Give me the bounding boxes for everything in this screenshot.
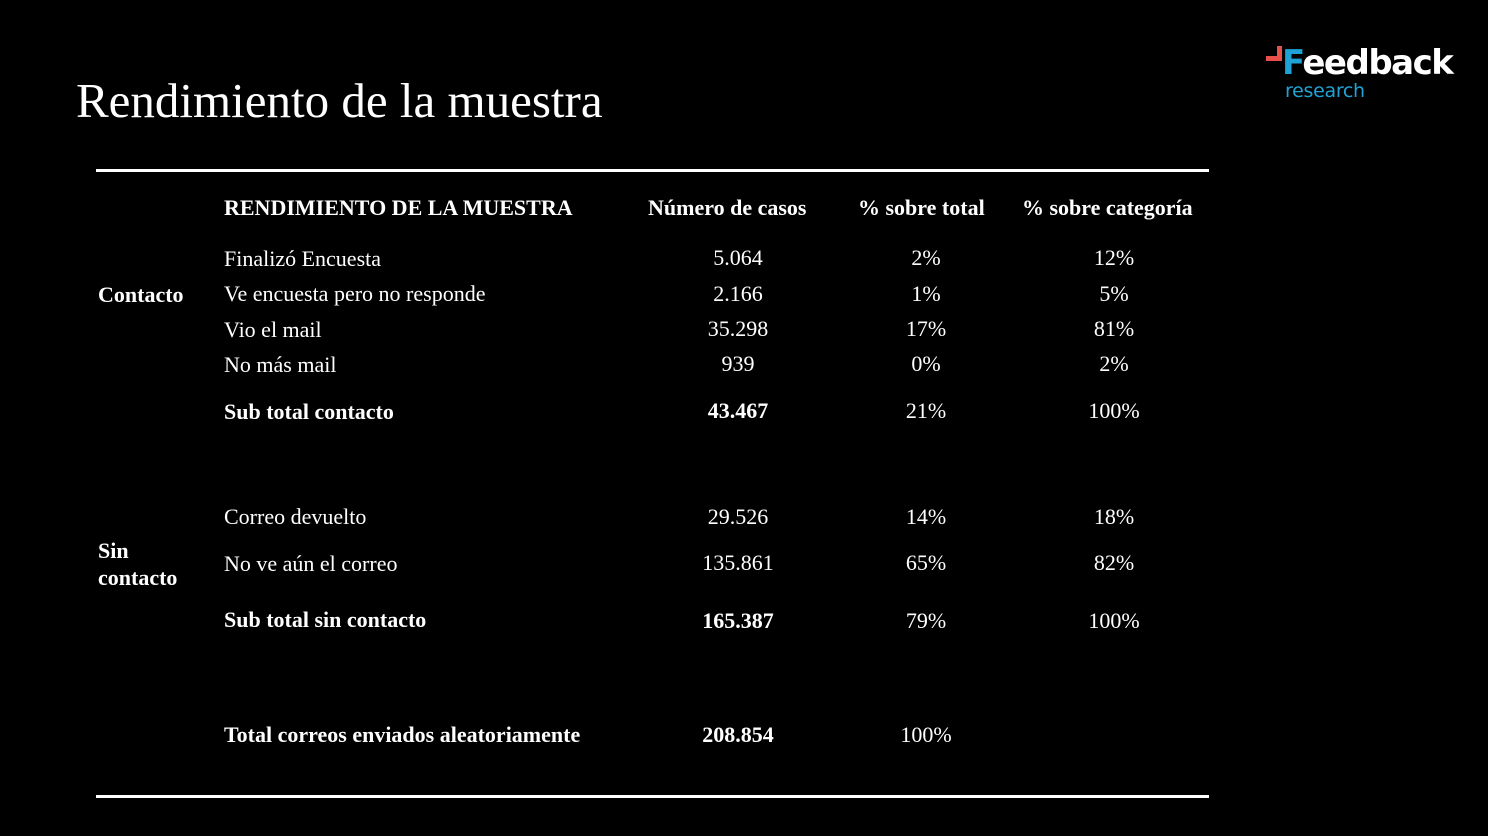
row-pct-category: 12% — [1093, 245, 1135, 270]
total-pct-total: 100% — [900, 722, 952, 747]
header-pct-category: % sobre categoría — [1022, 195, 1193, 220]
row-label: No ve aún el correo — [224, 551, 398, 576]
logo-subtitle: research — [1285, 80, 1365, 102]
subtotal-sin-contacto-pct-category: 100% — [1088, 608, 1140, 633]
subtotal-sin-contacto-label: Sub total sin contacto — [224, 607, 427, 632]
table-top-rule — [96, 169, 1209, 172]
row-pct-category: 81% — [1093, 316, 1135, 341]
row-pct-total: 14% — [905, 504, 947, 529]
row-pct-category: 2% — [1099, 351, 1129, 376]
row-label: No más mail — [224, 352, 337, 377]
table-bottom-rule — [96, 795, 1209, 798]
subtotal-sin-contacto-pct-total: 79% — [905, 608, 947, 633]
row-cases: 135.861 — [702, 550, 774, 575]
subtotal-contacto-pct-category: 100% — [1088, 398, 1140, 423]
row-cases: 2.166 — [713, 281, 763, 306]
row-cases: 5.064 — [713, 245, 763, 270]
header-label: RENDIMIENTO DE LA MUESTRA — [224, 195, 573, 220]
row-pct-total: 0% — [911, 351, 941, 376]
feedback-research-logo: Feedback research — [1264, 44, 1464, 108]
logo-wordmark: Feedback — [1282, 43, 1454, 83]
row-cases: 29.526 — [707, 504, 769, 529]
header-pct-total: % sobre total — [858, 195, 985, 220]
row-pct-total: 65% — [905, 550, 947, 575]
group-label-sin-contacto-line1: Sin — [98, 538, 129, 563]
row-pct-category: 18% — [1093, 504, 1135, 529]
subtotal-sin-contacto-cases: 165.387 — [702, 608, 774, 633]
subtotal-contacto-pct-total: 21% — [905, 398, 947, 423]
subtotal-contacto-label: Sub total contacto — [224, 399, 394, 424]
header-cases: Número de casos — [648, 195, 807, 220]
page-title: Rendimiento de la muestra — [76, 73, 603, 128]
row-label: Finalizó Encuesta — [224, 246, 382, 271]
row-label: Vio el mail — [224, 317, 322, 342]
row-pct-category: 5% — [1099, 281, 1129, 306]
logo-mark-horizontal — [1266, 56, 1282, 61]
logo-wordmark-initial: F — [1282, 43, 1304, 83]
group-label-contacto: Contacto — [98, 282, 184, 307]
row-cases: 35.298 — [707, 316, 769, 341]
row-label: Ve encuesta pero no responde — [224, 281, 486, 306]
row-pct-total: 2% — [911, 245, 941, 270]
group-label-sin-contacto-line2: contacto — [98, 565, 178, 590]
row-pct-total: 1% — [911, 281, 941, 306]
row-cases: 939 — [721, 351, 755, 376]
row-pct-category: 82% — [1093, 550, 1135, 575]
logo-wordmark-rest: eedback — [1302, 43, 1454, 83]
total-label: Total correos enviados aleatoriamente — [224, 722, 581, 747]
total-cases: 208.854 — [702, 722, 774, 747]
row-pct-total: 17% — [905, 316, 947, 341]
row-label: Correo devuelto — [224, 504, 367, 529]
logo-mark-vertical — [1277, 46, 1282, 61]
subtotal-contacto-cases: 43.467 — [707, 398, 769, 423]
